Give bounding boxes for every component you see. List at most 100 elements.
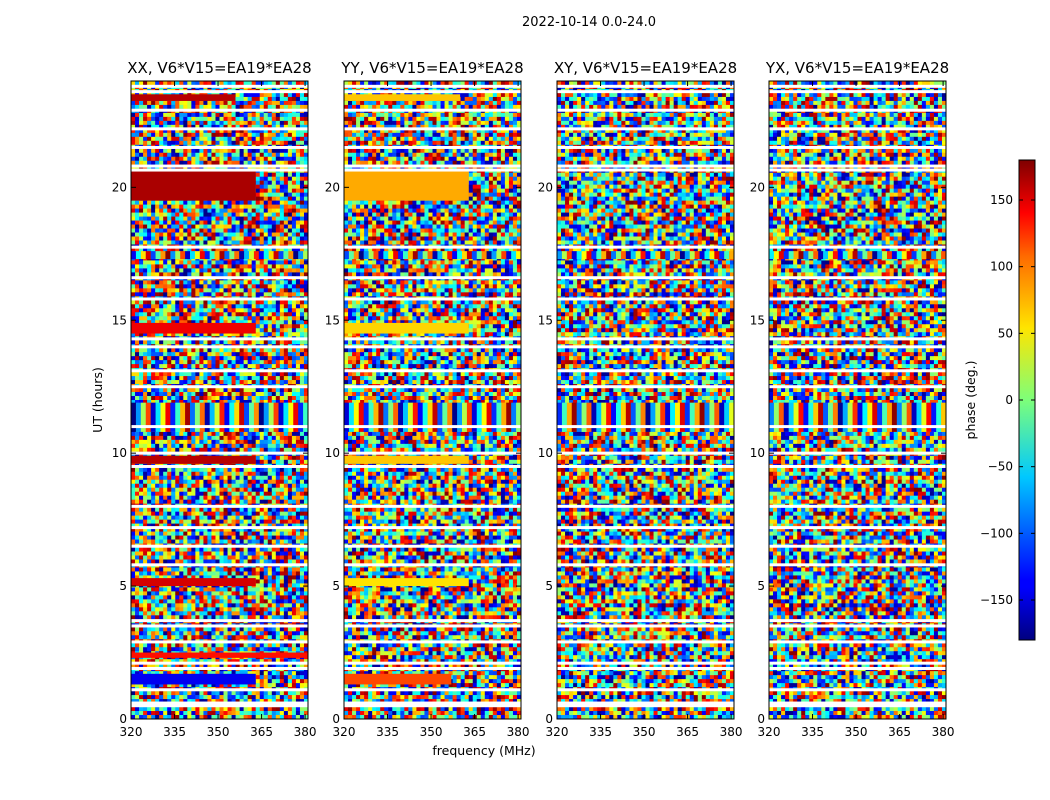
flagged-row (557, 640, 734, 644)
fringe-cell (496, 402, 502, 432)
fringe-cell (466, 251, 473, 260)
flagged-row (131, 84, 308, 88)
x-tick-label: 320 (120, 725, 143, 739)
x-tick-label: 320 (758, 725, 781, 739)
y-tick-label: 0 (545, 712, 553, 726)
fringe-cell (606, 251, 612, 260)
flagged-row (557, 425, 734, 429)
fringe-cell (135, 402, 142, 432)
flagged-row (769, 624, 946, 628)
flagged-row (557, 90, 734, 94)
fringe-cell (150, 251, 156, 260)
fringe-cell (481, 402, 487, 432)
flagged-row (769, 661, 946, 665)
flagged-row (344, 661, 521, 665)
fringe-cell (249, 402, 255, 432)
fringe-cell (798, 251, 804, 260)
flagged-row (557, 619, 734, 623)
fringe-cell (353, 402, 360, 432)
fringe-cell (393, 251, 399, 260)
fringe-cell (813, 251, 819, 260)
x-tick-label: 380 (294, 725, 317, 739)
flagged-row (131, 701, 308, 705)
flagged-row (344, 164, 521, 168)
fringe-cell (896, 402, 903, 432)
flagged-row (557, 84, 734, 88)
fringe-cell (491, 402, 497, 432)
x-tick-label: 365 (676, 725, 699, 739)
coherent-band (131, 673, 256, 685)
flagged-row (769, 276, 946, 280)
flagged-row (131, 661, 308, 665)
y-tick-label: 0 (119, 712, 127, 726)
panel-frame (130, 80, 309, 720)
x-axis-label: frequency (MHz) (432, 743, 535, 758)
fringe-cell (719, 402, 725, 432)
fringe-cell (135, 251, 142, 260)
flagged-row (131, 245, 308, 249)
flagged-row (557, 504, 734, 508)
flagged-row (344, 276, 521, 280)
fringe-cell (689, 251, 696, 260)
flagged-row (131, 345, 308, 349)
fringe-cell (655, 402, 661, 432)
fringe-cell (194, 402, 201, 432)
fringe-cell (635, 251, 641, 260)
flagged-row (557, 666, 734, 670)
fringe-cell (640, 402, 646, 432)
fringe-cell (724, 402, 730, 432)
flagged-row (557, 345, 734, 349)
fringe-cell (872, 402, 878, 432)
fringe-cell (941, 251, 946, 260)
fringe-cell (793, 251, 799, 260)
fringe-cell (437, 402, 443, 432)
flagged-row (769, 127, 946, 131)
fringe-cell (699, 402, 705, 432)
fringe-cell (358, 402, 365, 432)
coherent-band (344, 578, 469, 587)
figure-suptitle: 2022-10-14 0.0-24.0 (522, 15, 656, 30)
flagged-row (344, 145, 521, 149)
fringe-cell (373, 251, 379, 260)
fringe-cell (828, 402, 834, 432)
fringe-cell (586, 402, 592, 432)
fringe-cell (689, 402, 696, 432)
x-tick-label: 380 (720, 725, 743, 739)
coherent-band (344, 322, 469, 334)
fringe-cell (823, 402, 829, 432)
fringe-cell (936, 251, 942, 260)
fringe-cell (704, 251, 710, 260)
fringe-cell (557, 251, 563, 260)
fringe-cell (684, 402, 691, 432)
y-tick-label: 20 (538, 180, 553, 194)
fringe-cell (170, 402, 176, 432)
fringe-cell (298, 251, 304, 260)
panel-title: XY, V6*V15=EA19*EA28 (554, 59, 737, 77)
fringe-cell (798, 402, 804, 432)
fringe-cell (818, 402, 824, 432)
fringe-cell (185, 402, 191, 432)
fringe-cell (926, 251, 932, 260)
fringe-cell (204, 402, 211, 432)
fringe-cell (344, 251, 350, 260)
fringe-cell (867, 251, 873, 260)
fringe-cell (278, 251, 284, 260)
fringe-cell (606, 402, 612, 432)
fringe-cell (388, 402, 394, 432)
fringe-cell (665, 251, 671, 260)
x-tick-label: 350 (420, 725, 443, 739)
flagged-row (131, 624, 308, 628)
flagged-row (769, 297, 946, 301)
fringe-cell (837, 402, 844, 432)
fringe-cell (709, 402, 715, 432)
flagged-row (557, 337, 734, 341)
fringe-cell (862, 251, 868, 260)
fringe-cell (769, 402, 775, 432)
fringe-cell (852, 251, 858, 260)
fringe-cell (432, 402, 438, 432)
flagged-row (769, 90, 946, 94)
y-tick-label: 10 (750, 446, 765, 460)
fringe-cell (916, 251, 922, 260)
fringe-cell (131, 402, 137, 432)
y-tick-label: 20 (112, 180, 127, 194)
